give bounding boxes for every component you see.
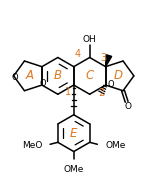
Text: OMe: OMe xyxy=(105,141,126,150)
Text: 1: 1 xyxy=(65,87,71,97)
Text: D: D xyxy=(114,69,123,82)
Text: 2: 2 xyxy=(99,88,105,98)
Text: O: O xyxy=(40,79,46,88)
Text: OH: OH xyxy=(83,35,97,44)
Text: O: O xyxy=(107,80,114,88)
Text: MeO: MeO xyxy=(22,141,42,150)
Text: E: E xyxy=(70,127,77,140)
Text: O: O xyxy=(125,102,132,111)
Text: C: C xyxy=(85,69,94,82)
Polygon shape xyxy=(106,55,112,67)
Text: O: O xyxy=(11,73,18,82)
Text: OMe: OMe xyxy=(64,165,84,174)
Text: B: B xyxy=(54,69,62,82)
Text: 4: 4 xyxy=(75,49,81,59)
Text: A: A xyxy=(25,69,33,82)
Text: 3: 3 xyxy=(101,53,107,63)
